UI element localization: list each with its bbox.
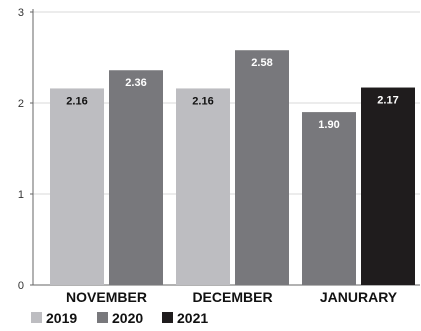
legend-label-2020: 2020 xyxy=(112,310,143,326)
bar-2019-november xyxy=(50,88,104,285)
data-label: 2.36 xyxy=(125,77,146,89)
y-tick-label: 3 xyxy=(18,7,24,19)
x-tick-label: JANURARY xyxy=(320,289,398,305)
legend-swatch-2021 xyxy=(162,312,173,323)
legend-label-2021: 2021 xyxy=(177,310,208,326)
y-tick-label: 2 xyxy=(18,98,24,110)
legend: 2019 2020 2021 xyxy=(31,310,208,326)
y-tick-label: 1 xyxy=(18,189,24,201)
x-tick-label: DECEMBER xyxy=(192,289,272,305)
bar-2020-november xyxy=(109,70,163,286)
bars xyxy=(50,50,415,286)
bar-2020-december xyxy=(235,50,289,285)
legend-swatch-2020 xyxy=(97,312,108,323)
data-label: 2.17 xyxy=(377,95,398,107)
y-tick-label: 0 xyxy=(18,280,24,292)
x-tick-label: NOVEMBER xyxy=(66,289,147,305)
data-label: 1.90 xyxy=(318,119,339,131)
data-label: 2.16 xyxy=(192,95,213,107)
x-axis-categories: NOVEMBER DECEMBER JANURARY xyxy=(66,289,398,305)
legend-label-2019: 2019 xyxy=(46,310,77,326)
bar-2020-janurary xyxy=(302,112,356,285)
data-label: 2.58 xyxy=(251,57,272,69)
data-labels: 2.16 2.36 2.16 2.58 1.90 2.17 xyxy=(66,57,398,131)
bar-2019-december xyxy=(176,88,230,285)
legend-swatch-2019 xyxy=(31,312,42,323)
data-label: 2.16 xyxy=(66,95,87,107)
bar-2021-janurary xyxy=(361,87,415,285)
